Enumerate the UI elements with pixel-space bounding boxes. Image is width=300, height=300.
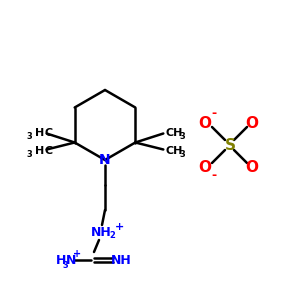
Text: 3: 3 bbox=[27, 132, 33, 141]
Text: H: H bbox=[35, 146, 45, 155]
Text: C: C bbox=[45, 128, 53, 137]
Text: N: N bbox=[99, 153, 111, 167]
Text: 3: 3 bbox=[62, 260, 68, 269]
Text: H: H bbox=[35, 128, 45, 137]
Text: CH: CH bbox=[165, 146, 183, 155]
Text: -: - bbox=[212, 169, 217, 182]
Text: H: H bbox=[56, 254, 66, 266]
Text: NH: NH bbox=[111, 254, 131, 266]
Text: +: + bbox=[73, 249, 81, 259]
Text: O: O bbox=[199, 160, 212, 175]
Text: O: O bbox=[199, 116, 212, 130]
Text: N: N bbox=[66, 254, 76, 266]
Text: 2: 2 bbox=[109, 232, 115, 241]
Text: C: C bbox=[45, 146, 53, 155]
Text: CH: CH bbox=[165, 128, 183, 137]
Text: 3: 3 bbox=[27, 150, 33, 159]
Text: O: O bbox=[245, 116, 259, 130]
Text: O: O bbox=[245, 160, 259, 175]
Text: 3: 3 bbox=[179, 132, 185, 141]
Text: 3: 3 bbox=[179, 150, 185, 159]
Text: +: + bbox=[114, 222, 124, 232]
Text: -: - bbox=[212, 107, 217, 121]
Text: NH: NH bbox=[91, 226, 111, 238]
Text: S: S bbox=[224, 137, 236, 152]
